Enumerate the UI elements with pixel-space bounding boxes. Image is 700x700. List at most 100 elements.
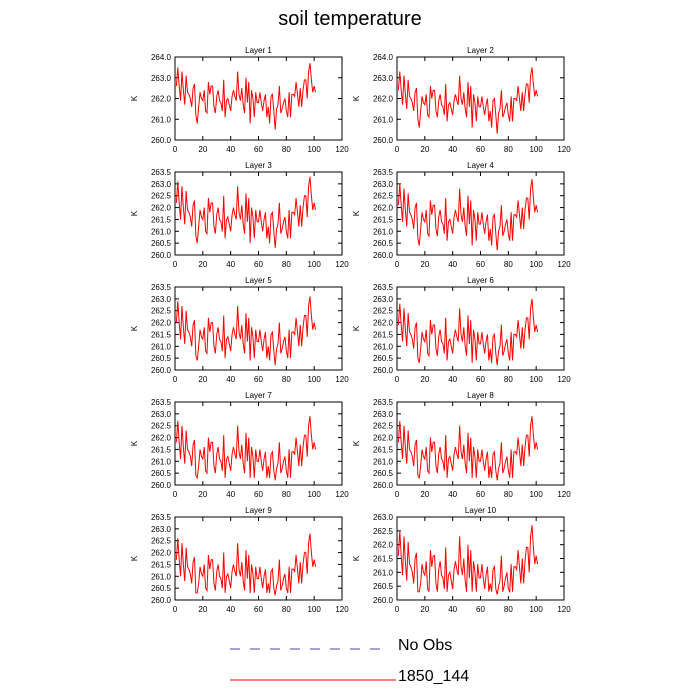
y-tick-label: 264.0 xyxy=(373,53,394,62)
y-tick-label: 260.0 xyxy=(373,481,394,490)
x-tick-label: 100 xyxy=(307,375,321,384)
y-tick-label: 263.5 xyxy=(373,398,394,407)
y-tick-label: 261.0 xyxy=(151,342,172,351)
panel-layer-6: Layer 6 K 0 20 40 60 80 100 120 260.0 260.5 261.0 26… xyxy=(352,276,571,384)
panel-layer-9: Layer 9 K 0 20 40 60 80 100 120 260.0 260.5 261.0 26… xyxy=(130,506,349,614)
x-tick-label: 120 xyxy=(557,490,571,499)
y-tick-label: 263.0 xyxy=(151,410,172,419)
x-tick-label: 40 xyxy=(226,145,235,154)
x-tick-label: 0 xyxy=(395,145,400,154)
panel-layer-10: Layer 10 K 0 20 40 60 80 100 120 260.0 260.5 261.0 2… xyxy=(352,506,571,614)
series-line-1850_144 xyxy=(397,67,539,134)
x-tick-label: 120 xyxy=(557,605,571,614)
y-tick-label: 260.0 xyxy=(151,596,172,605)
y-tick-label: 260.5 xyxy=(151,584,172,593)
panel-title: Layer 2 xyxy=(467,46,494,55)
x-tick-label: 80 xyxy=(282,490,291,499)
panel-title: Layer 8 xyxy=(467,391,494,400)
y-axis-label: K xyxy=(352,95,361,101)
y-axis-label: K xyxy=(352,555,361,561)
y-tick-label: 264.0 xyxy=(151,53,172,62)
panel-layer-2: Layer 2 K 0 20 40 60 80 100 120 260.0 261.0 262.0 26… xyxy=(352,46,571,154)
x-tick-label: 60 xyxy=(254,605,263,614)
x-tick-label: 40 xyxy=(226,375,235,384)
y-tick-label: 261.5 xyxy=(373,215,394,224)
x-tick-label: 80 xyxy=(504,605,513,614)
x-tick-label: 40 xyxy=(448,375,457,384)
x-tick-label: 0 xyxy=(173,490,178,499)
x-tick-label: 0 xyxy=(395,375,400,384)
y-tick-label: 261.0 xyxy=(373,115,394,124)
y-axis-label: K xyxy=(130,210,139,216)
y-tick-label: 260.0 xyxy=(151,136,172,145)
x-tick-label: 100 xyxy=(529,490,543,499)
panel-layer-7: Layer 7 K 0 20 40 60 80 100 120 260.0 260.5 261.0 26… xyxy=(130,391,349,499)
legend-item-1850-144: 1850_144 xyxy=(228,668,528,692)
y-tick-label: 263.0 xyxy=(151,180,172,189)
y-tick-label: 262.5 xyxy=(373,527,394,536)
y-tick-label: 260.0 xyxy=(373,251,394,260)
x-tick-label: 20 xyxy=(420,375,429,384)
x-tick-label: 0 xyxy=(173,375,178,384)
x-tick-label: 100 xyxy=(307,145,321,154)
y-tick-label: 262.5 xyxy=(373,192,394,201)
y-tick-label: 262.5 xyxy=(373,307,394,316)
x-tick-label: 120 xyxy=(557,260,571,269)
y-tick-label: 260.5 xyxy=(373,582,394,591)
y-tick-label: 260.5 xyxy=(151,354,172,363)
panel-title: Layer 3 xyxy=(245,161,272,170)
x-tick-label: 100 xyxy=(307,605,321,614)
x-tick-label: 0 xyxy=(395,605,400,614)
y-tick-label: 262.0 xyxy=(373,95,394,104)
x-tick-label: 0 xyxy=(173,605,178,614)
y-tick-label: 263.0 xyxy=(373,513,394,522)
y-tick-label: 260.0 xyxy=(151,366,172,375)
y-axis-label: K xyxy=(352,440,361,446)
legend-label-1850-144: 1850_144 xyxy=(398,668,470,685)
x-tick-label: 40 xyxy=(226,605,235,614)
y-tick-label: 260.5 xyxy=(373,354,394,363)
x-tick-label: 100 xyxy=(529,260,543,269)
y-axis-label: K xyxy=(352,210,361,216)
series-line-1850_144 xyxy=(397,525,539,595)
x-tick-label: 120 xyxy=(335,145,349,154)
y-tick-label: 260.0 xyxy=(373,136,394,145)
x-tick-label: 20 xyxy=(420,145,429,154)
y-tick-label: 261.0 xyxy=(373,568,394,577)
x-tick-label: 60 xyxy=(476,145,485,154)
y-tick-label: 261.5 xyxy=(151,215,172,224)
y-tick-label: 262.5 xyxy=(151,422,172,431)
y-tick-label: 260.0 xyxy=(373,366,394,375)
y-tick-label: 262.0 xyxy=(151,319,172,328)
x-tick-label: 0 xyxy=(173,260,178,269)
x-tick-label: 20 xyxy=(198,375,207,384)
x-tick-label: 100 xyxy=(307,490,321,499)
y-tick-label: 261.5 xyxy=(151,560,172,569)
panel-layer-5: Layer 5 K 0 20 40 60 80 100 120 260.0 260.5 261.0 26… xyxy=(130,276,349,384)
y-tick-label: 261.0 xyxy=(373,342,394,351)
y-tick-label: 263.5 xyxy=(151,513,172,522)
x-tick-label: 60 xyxy=(254,490,263,499)
x-tick-label: 80 xyxy=(504,375,513,384)
x-tick-label: 120 xyxy=(335,490,349,499)
x-tick-label: 120 xyxy=(557,375,571,384)
y-tick-label: 260.0 xyxy=(151,251,172,260)
plot-frame xyxy=(396,286,565,371)
x-tick-label: 40 xyxy=(448,145,457,154)
plot-frame xyxy=(396,401,565,486)
y-axis-label: K xyxy=(130,440,139,446)
y-tick-label: 261.5 xyxy=(151,445,172,454)
x-tick-label: 100 xyxy=(529,605,543,614)
panel-layer-1: Layer 1 K 0 20 40 60 80 100 120 260.0 261.0 262.0 26… xyxy=(130,46,349,154)
x-tick-label: 120 xyxy=(335,260,349,269)
y-tick-label: 261.0 xyxy=(373,227,394,236)
panel-title: Layer 5 xyxy=(245,276,272,285)
x-tick-label: 120 xyxy=(335,605,349,614)
x-tick-label: 20 xyxy=(420,605,429,614)
y-tick-label: 263.0 xyxy=(373,410,394,419)
y-tick-label: 263.0 xyxy=(151,295,172,304)
panel-title: Layer 6 xyxy=(467,276,494,285)
y-tick-label: 262.0 xyxy=(373,204,394,213)
x-tick-label: 60 xyxy=(254,375,263,384)
panel-title: Layer 7 xyxy=(245,391,272,400)
